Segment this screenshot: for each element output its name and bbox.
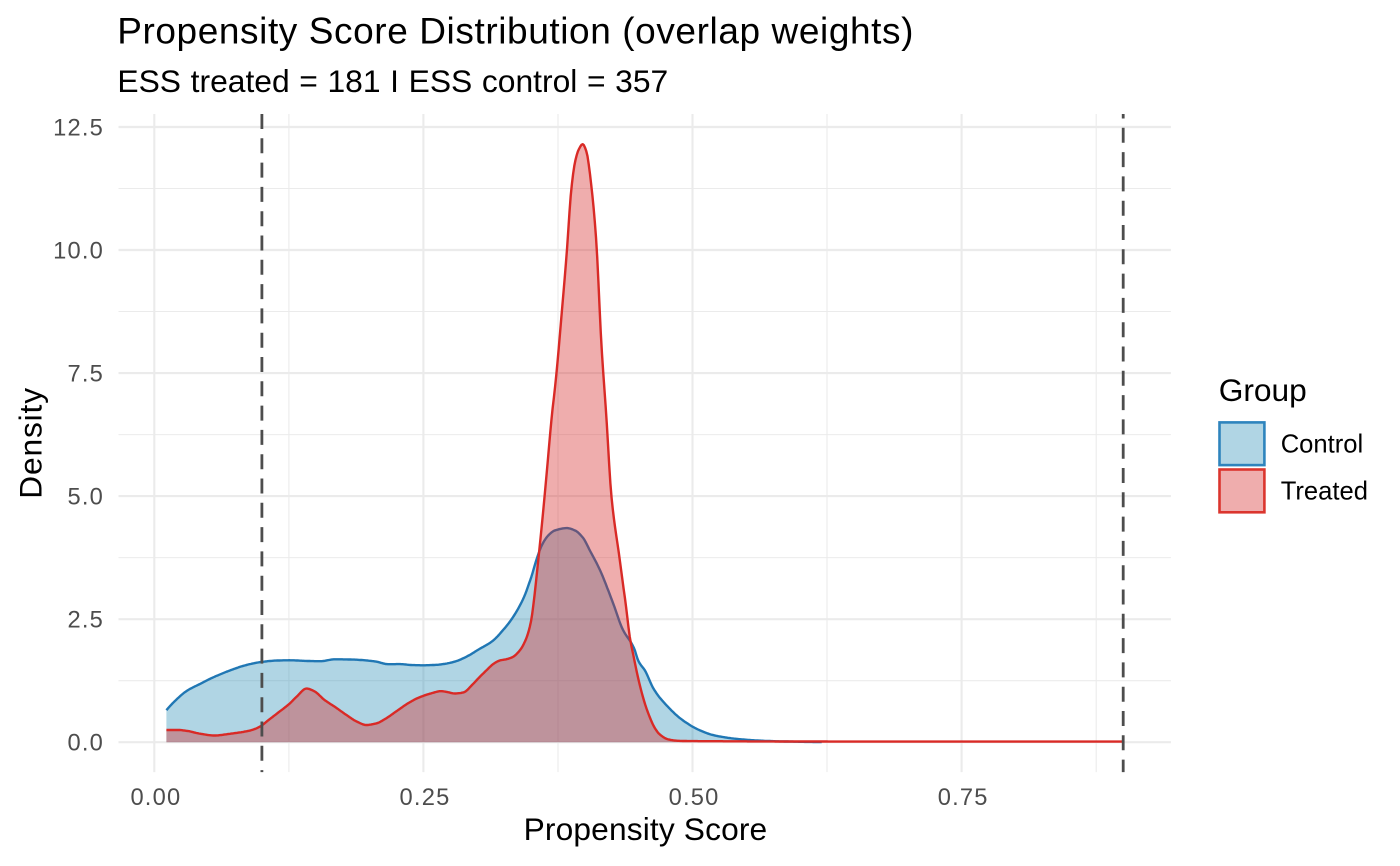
- svg-text:Density: Density: [13, 387, 49, 499]
- svg-text:0.25: 0.25: [400, 785, 451, 811]
- svg-text:Propensity Score Distribution: Propensity Score Distribution (overlap w…: [117, 11, 914, 52]
- svg-text:10.0: 10.0: [53, 239, 104, 265]
- svg-text:0.75: 0.75: [938, 785, 989, 811]
- svg-text:Group: Group: [1219, 372, 1307, 408]
- svg-text:7.5: 7.5: [67, 362, 104, 388]
- svg-text:Propensity Score: Propensity Score: [524, 811, 768, 847]
- svg-text:2.5: 2.5: [67, 608, 104, 634]
- svg-text:0.0: 0.0: [67, 731, 104, 757]
- svg-text:12.5: 12.5: [53, 116, 104, 142]
- svg-text:0.00: 0.00: [130, 785, 181, 811]
- svg-text:0.50: 0.50: [669, 785, 720, 811]
- svg-text:ESS treated = 181 I ESS contro: ESS treated = 181 I ESS control = 357: [117, 63, 668, 99]
- svg-text:5.0: 5.0: [67, 485, 104, 511]
- svg-text:Control: Control: [1281, 431, 1364, 459]
- svg-text:Treated: Treated: [1281, 478, 1368, 506]
